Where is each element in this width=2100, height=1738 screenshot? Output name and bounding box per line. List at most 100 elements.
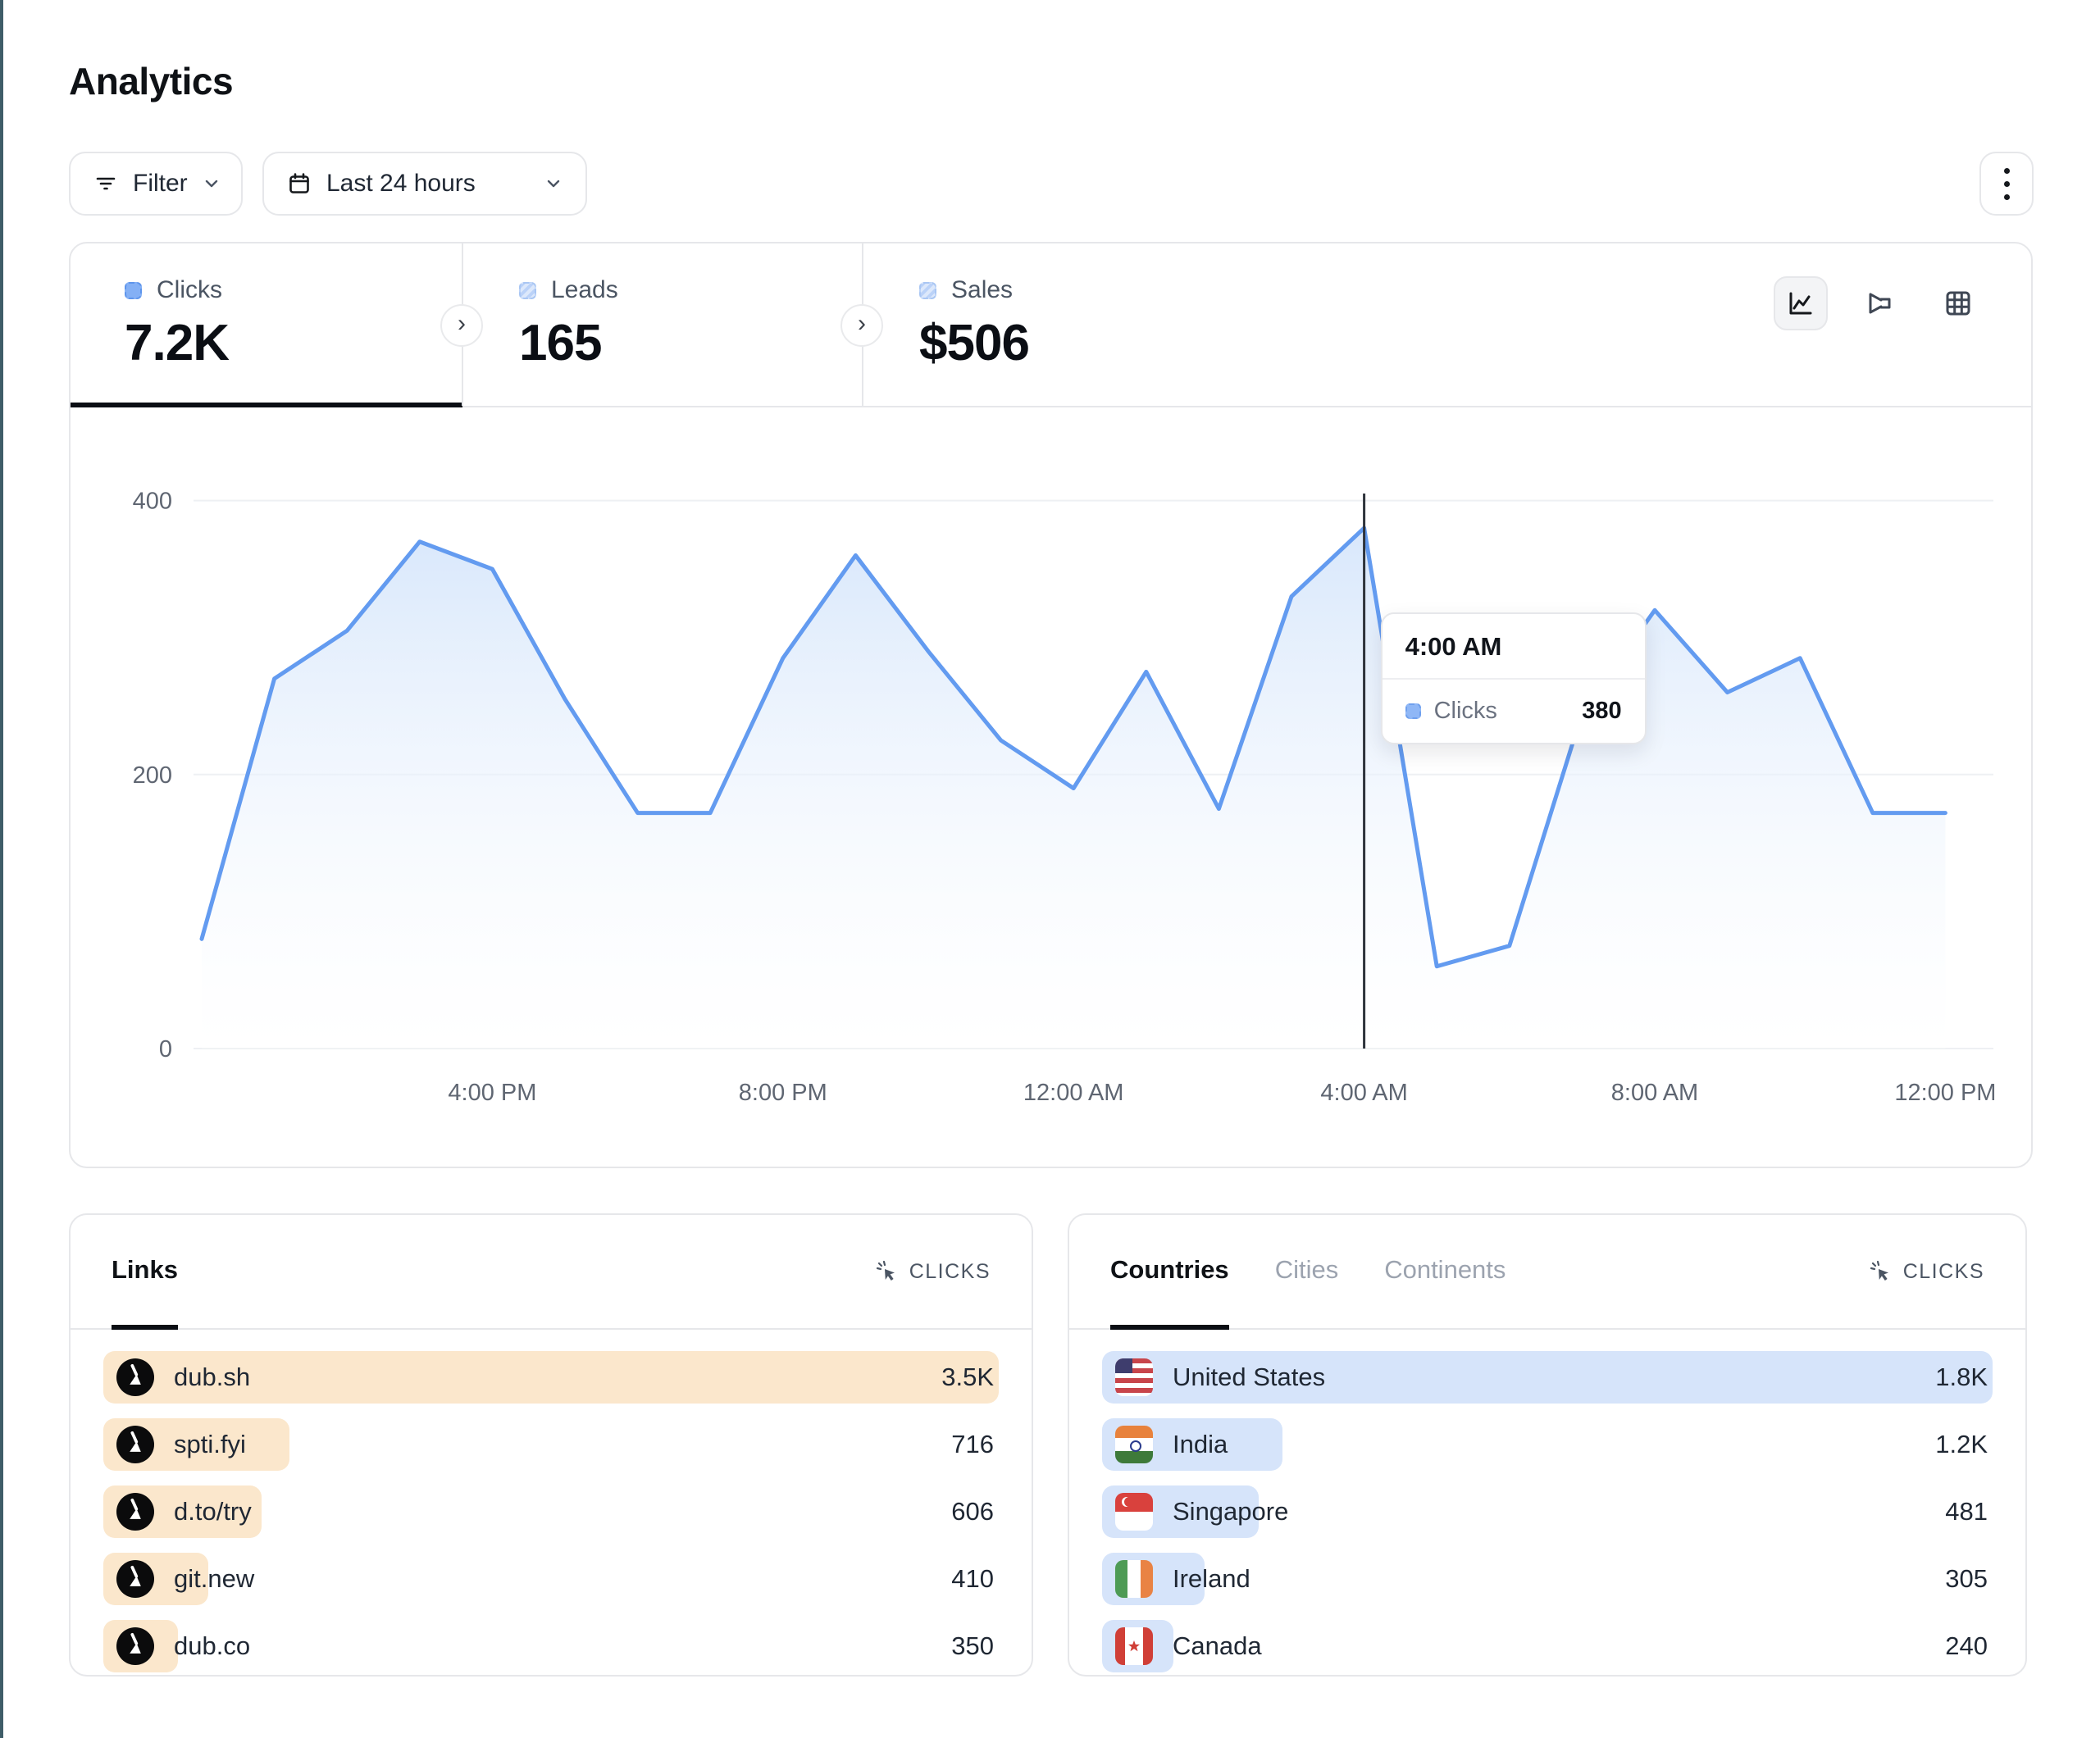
clicks-legend-dot-icon [125, 281, 142, 299]
link-row[interactable]: dub.sh 3.5K [103, 1351, 999, 1404]
row-value: 410 [951, 1564, 994, 1593]
row-value-bar [103, 1351, 999, 1404]
row-label: dub.sh [174, 1363, 251, 1391]
svg-text:4:00 PM: 4:00 PM [448, 1080, 536, 1106]
row-label: git.new [174, 1564, 255, 1593]
country-row[interactable]: Canada 240 [1102, 1620, 1993, 1672]
row-label: United States [1173, 1363, 1326, 1391]
svg-text:0: 0 [159, 1036, 172, 1062]
tooltip-time: 4:00 AM [1382, 614, 1645, 680]
country-row[interactable]: United States 1.8K [1102, 1351, 1993, 1404]
kebab-dot [2003, 180, 2010, 187]
geo-metric-label: CLICKS [1902, 1259, 1984, 1283]
kebab-dot [2003, 167, 2010, 174]
link-row[interactable]: d.to/try 606 [103, 1485, 999, 1538]
dub-logo-icon [116, 1426, 154, 1463]
table-grid-icon [1946, 291, 1970, 316]
country-row[interactable]: Ireland 305 [1102, 1553, 1993, 1605]
in-flag-icon [1115, 1426, 1153, 1463]
tab-countries[interactable]: Countries [1110, 1215, 1229, 1330]
chevron-down-icon [547, 180, 560, 188]
links-panel: Links CLICKS dub.sh 3.5K spti.fyi 716 d.to/t… [69, 1213, 1033, 1677]
chevron-down-icon [205, 180, 217, 188]
row-value: 350 [951, 1631, 994, 1660]
row-value: 240 [1945, 1631, 1988, 1660]
row-value: 3.5K [941, 1363, 994, 1391]
link-row[interactable]: git.new 410 [103, 1553, 999, 1605]
links-metric-toggle[interactable]: CLICKS [875, 1215, 991, 1328]
stat-tab-leads[interactable]: Leads 165 [519, 276, 618, 372]
funnel-view-button[interactable] [1852, 276, 1906, 330]
ca-flag-icon [1115, 1627, 1153, 1665]
dub-logo-icon [116, 1493, 154, 1531]
links-list: dub.sh 3.5K spti.fyi 716 d.to/try 606 git.new 4… [71, 1330, 1032, 1672]
svg-text:12:00 PM: 12:00 PM [1894, 1080, 1996, 1106]
svg-text:8:00 AM: 8:00 AM [1611, 1080, 1698, 1106]
leads-legend-dot-icon [519, 281, 536, 299]
area-chart-svg: 400 200 0 4:00 PM 8:00 PM 12:00 AM 4:00 AM 8:00… [133, 489, 1997, 1106]
line-chart-icon [1789, 292, 1812, 315]
geo-panel-header: Countries Cities Continents CLICKS [1069, 1215, 2025, 1330]
tab-cities[interactable]: Cities [1274, 1255, 1339, 1284]
stat-value: 165 [519, 315, 602, 371]
ie-flag-icon [1115, 1560, 1153, 1598]
filter-button[interactable]: Filter [69, 152, 243, 216]
stat-tab-clicks[interactable]: Clicks 7.2K [125, 276, 230, 372]
filter-icon [96, 177, 116, 190]
tooltip-series-dot-icon [1405, 703, 1421, 719]
stat-label: Sales [951, 276, 1014, 303]
row-label: d.to/try [174, 1497, 252, 1526]
row-value: 481 [1945, 1497, 1988, 1526]
click-cursor-icon [1870, 1260, 1888, 1281]
tab-links[interactable]: Links [112, 1215, 178, 1330]
link-row[interactable]: spti.fyi 716 [103, 1418, 999, 1471]
active-stat-underline [71, 403, 462, 407]
geo-list: United States 1.8K India 1.2K Singapore 481 Ir… [1069, 1330, 2025, 1672]
dub-logo-icon [116, 1358, 154, 1396]
chart-tooltip: 4:00 AM Clicks 380 [1380, 612, 1647, 744]
stat-label: Leads [551, 276, 618, 303]
geo-panel: Countries Cities Continents CLICKS Unite… [1068, 1213, 2027, 1677]
row-value: 1.2K [1935, 1430, 1988, 1458]
links-panel-header: Links CLICKS [71, 1215, 1032, 1330]
link-row[interactable]: dub.co 350 [103, 1620, 999, 1672]
line-chart-view-button[interactable] [1774, 276, 1828, 330]
geo-metric-toggle[interactable]: CLICKS [1869, 1215, 1984, 1328]
kebab-dot [2003, 193, 2010, 200]
stat-tab-sales[interactable]: Sales $506 [919, 276, 1030, 372]
date-range-label: Last 24 hours [326, 170, 476, 197]
row-value: 305 [1945, 1564, 1988, 1593]
row-label: Ireland [1173, 1564, 1250, 1593]
row-value: 716 [951, 1430, 994, 1458]
table-view-button[interactable] [1931, 276, 1985, 330]
svg-text:12:00 AM: 12:00 AM [1023, 1080, 1124, 1106]
sales-legend-dot-icon [919, 281, 936, 299]
row-value: 1.8K [1935, 1363, 1988, 1391]
svg-text:200: 200 [133, 762, 172, 789]
row-label: spti.fyi [174, 1430, 246, 1458]
chart-type-switcher [1774, 276, 1985, 330]
dub-logo-icon [116, 1627, 154, 1665]
stat-expand-button[interactable]: › [440, 304, 483, 347]
row-value: 606 [951, 1497, 994, 1526]
tab-continents[interactable]: Continents [1384, 1255, 1506, 1284]
analytics-card: Clicks 7.2K Leads 165 Sales $506 [69, 242, 2033, 1168]
country-row[interactable]: India 1.2K [1102, 1418, 1993, 1471]
clicks-time-series-chart[interactable]: 400 200 0 4:00 PM 8:00 PM 12:00 AM 4:00 AM 8:00… [71, 407, 2031, 1167]
stat-expand-button[interactable]: › [840, 304, 883, 347]
window-edge-strip [0, 0, 3, 1738]
stat-label: Clicks [157, 276, 222, 303]
row-value-bar [1102, 1351, 1993, 1404]
filter-button-label: Filter [133, 170, 188, 197]
more-options-button[interactable] [1979, 152, 2034, 216]
row-label: dub.co [174, 1631, 251, 1660]
us-flag-icon [1115, 1358, 1153, 1396]
dub-logo-icon [116, 1560, 154, 1598]
sg-flag-icon [1115, 1493, 1153, 1531]
stat-value: $506 [919, 315, 1030, 371]
country-row[interactable]: Singapore 481 [1102, 1485, 1993, 1538]
date-range-button[interactable]: Last 24 hours [262, 152, 587, 216]
tooltip-series-name: Clicks [1433, 698, 1497, 724]
svg-text:4:00 AM: 4:00 AM [1320, 1080, 1407, 1106]
